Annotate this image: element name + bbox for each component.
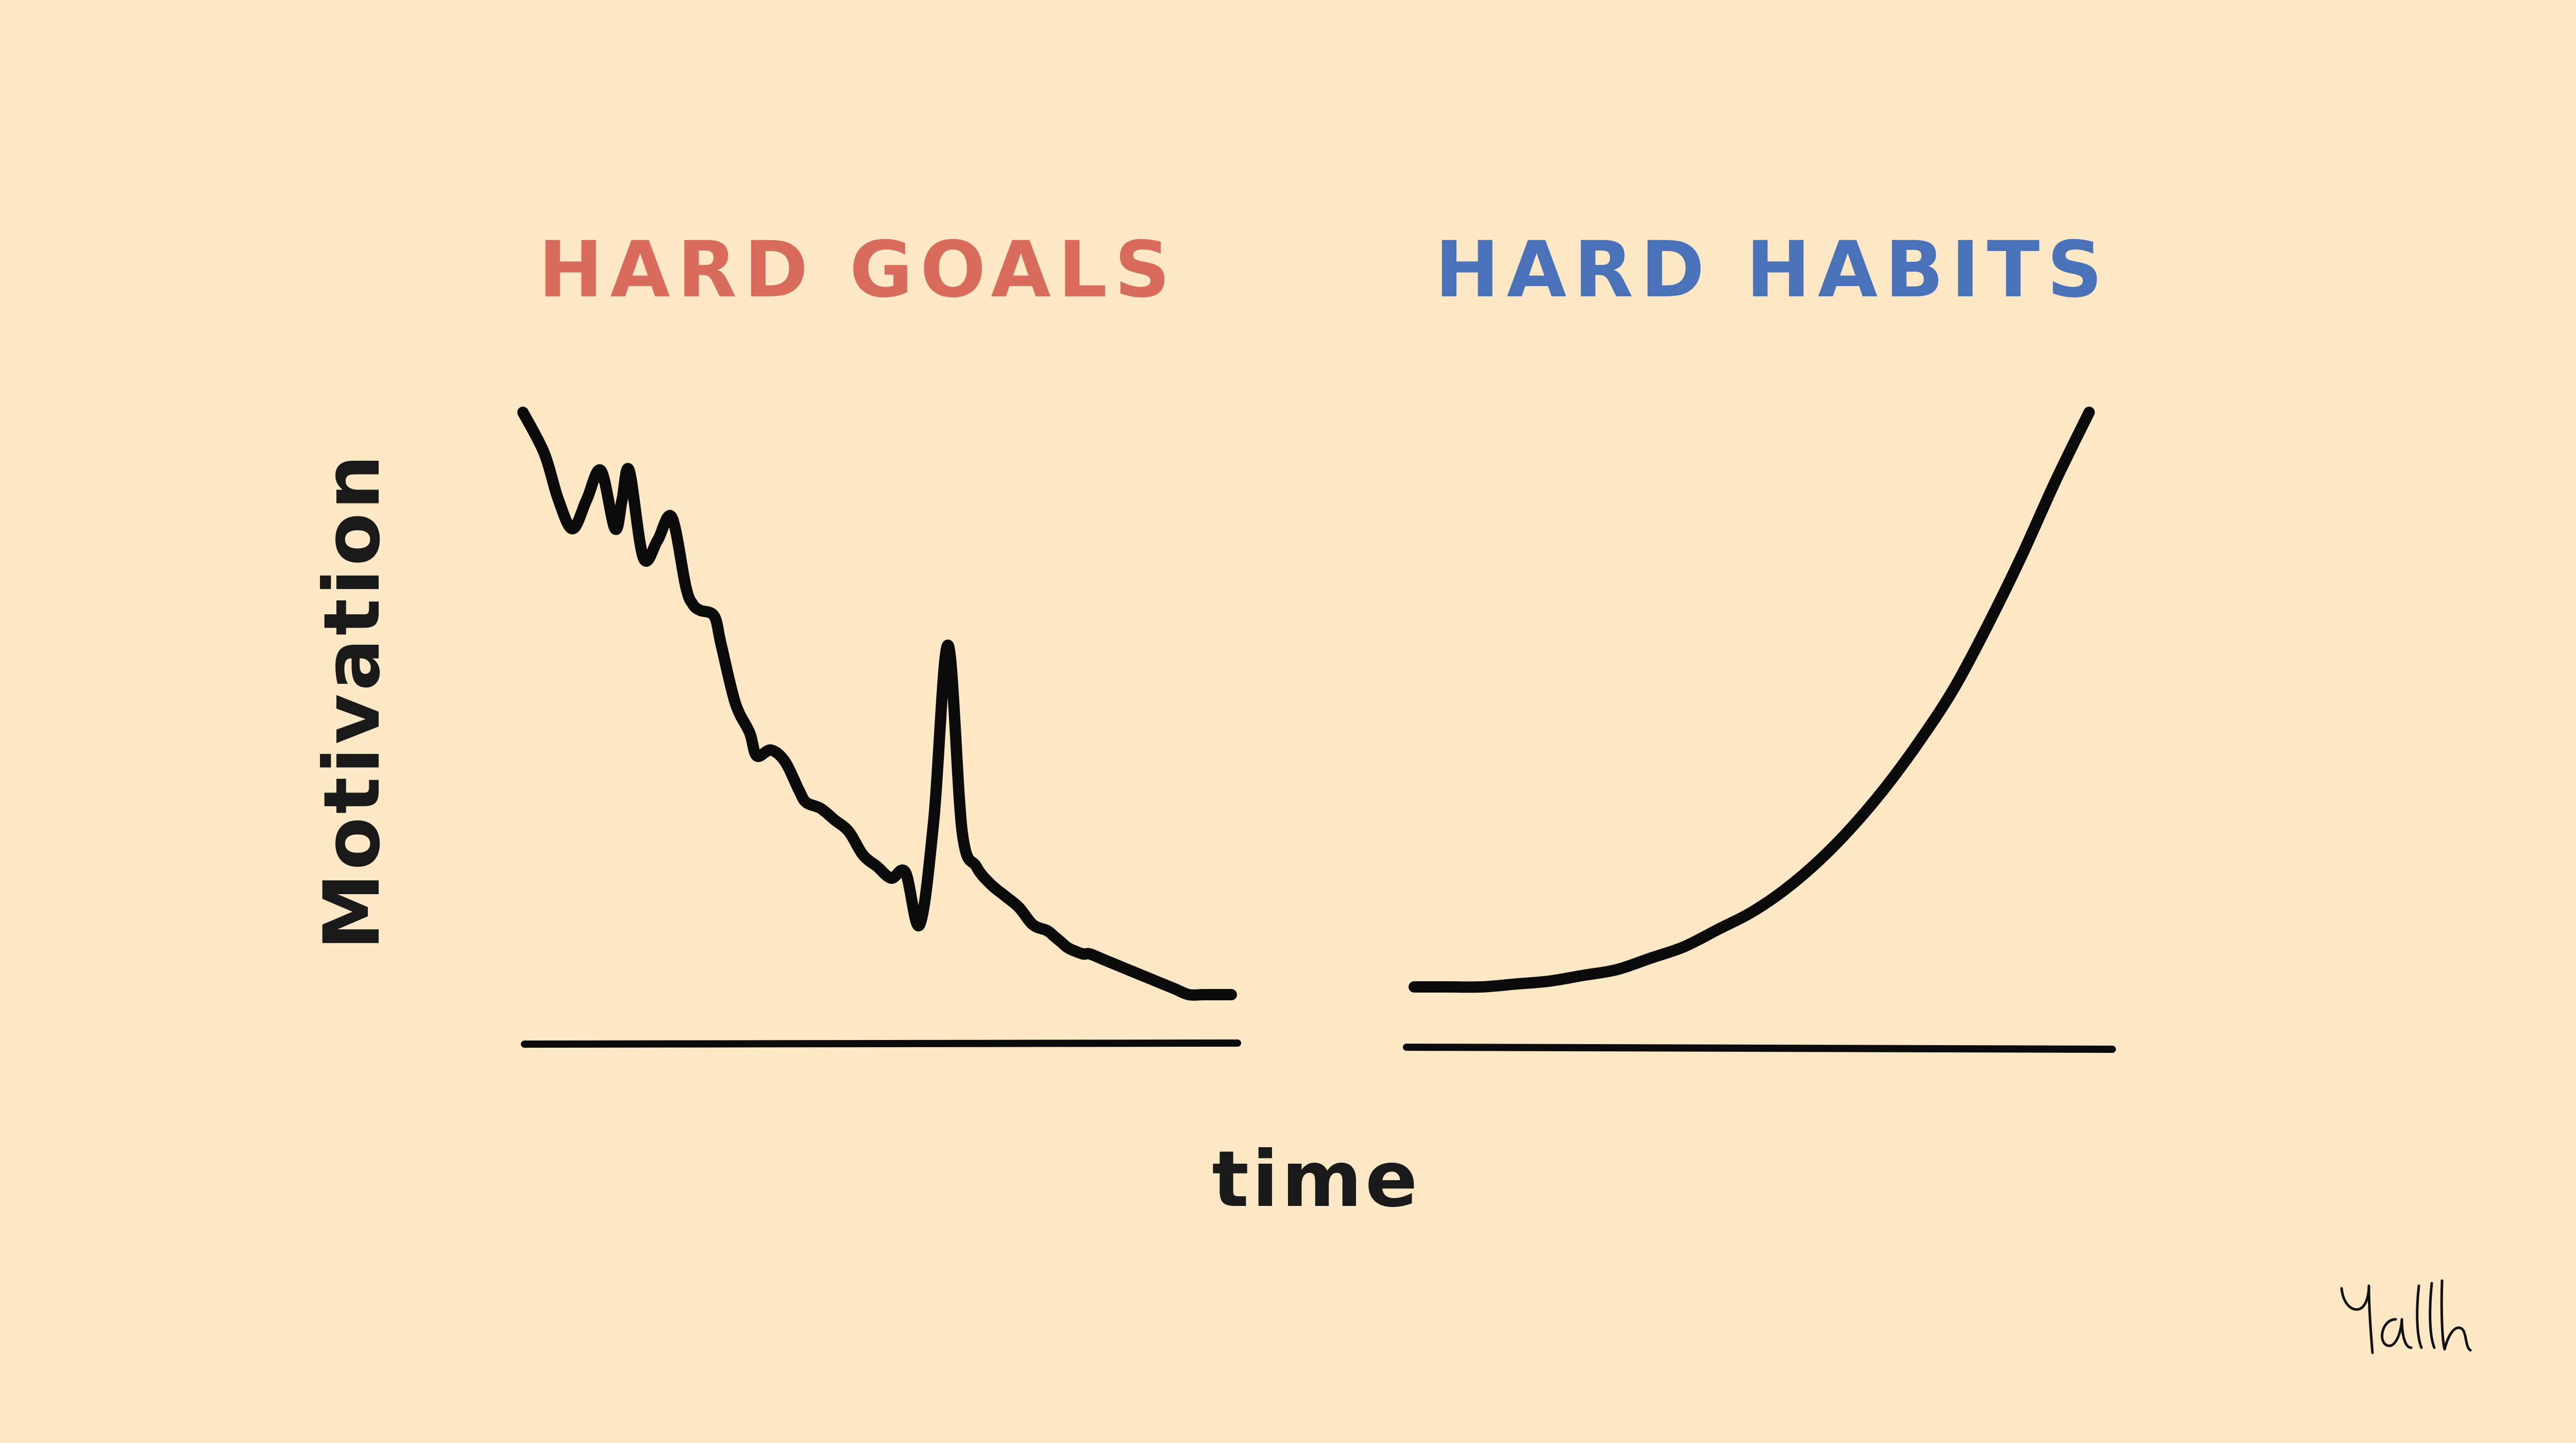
signature-logo (2340, 1279, 2472, 1354)
hard-habits-title: HARD HABITS (1435, 225, 2110, 315)
hard-goals-series-line (517, 407, 1237, 1001)
y-axis-label: Motivation (308, 451, 397, 950)
hard-habits-series-line (1409, 407, 2095, 993)
goals-x-axis-line (521, 1039, 1241, 1048)
habits-x-axis-line (1403, 1044, 2116, 1053)
hard-goals-title: HARD GOALS (538, 225, 1177, 315)
x-axis-label: time (1212, 1135, 1420, 1224)
